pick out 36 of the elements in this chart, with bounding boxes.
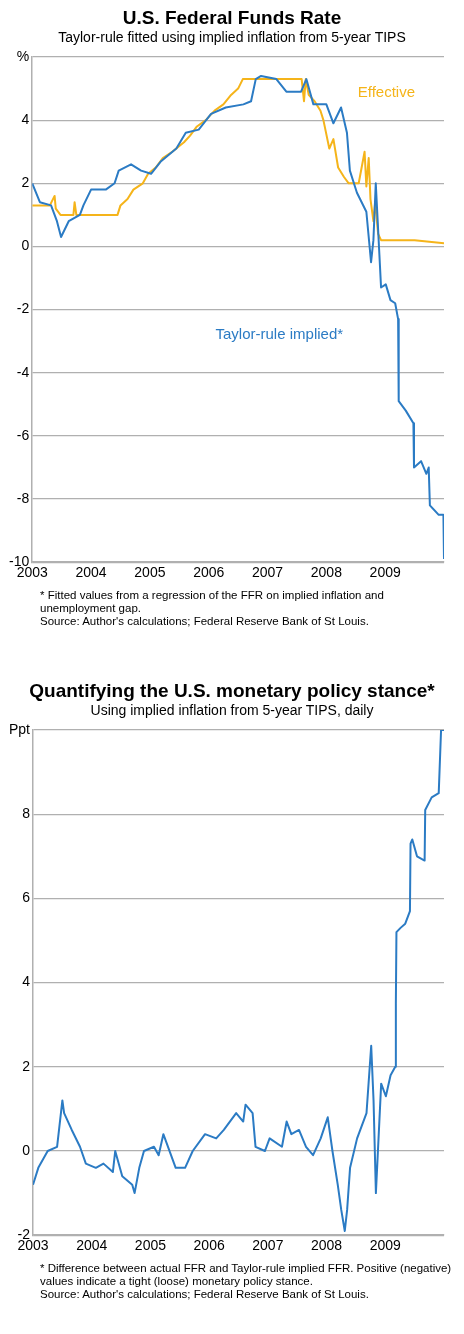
chart-subtitle: Taylor-rule fitted using implied inflation from 5-year TIPS bbox=[57, 29, 407, 45]
chart-title: Quantifying the U.S. monetary policy stance* bbox=[28, 679, 436, 702]
y-tick-label: 8 bbox=[22, 805, 31, 822]
source-note: Source: Author's calculations; Federal Reserve Bank of St Louis. bbox=[40, 1288, 370, 1301]
y-tick-label: 2 bbox=[21, 174, 30, 191]
y-tick-label: -8 bbox=[16, 489, 30, 506]
x-tick-label: 2005 bbox=[134, 564, 166, 581]
x-tick-label: 2007 bbox=[251, 564, 284, 581]
chart-title: U.S. Federal Funds Rate bbox=[121, 6, 343, 29]
y-tick-label: -6 bbox=[16, 426, 30, 443]
x-tick-label: 2004 bbox=[75, 564, 107, 581]
y-tick-label: 2 bbox=[22, 1057, 31, 1074]
text: Effective bbox=[357, 82, 415, 100]
y-tick-label: 6 bbox=[22, 889, 31, 906]
source-note: Source: Author's calculations; Federal Reserve Bank of St Louis. bbox=[40, 615, 370, 628]
x-tick-label: 2006 bbox=[193, 1237, 225, 1254]
chart-subtitle: Using implied inflation from 5-year TIPS, daily bbox=[89, 702, 375, 718]
x-tick-label: 2006 bbox=[193, 564, 225, 581]
text: Taylor-rule implied* bbox=[215, 325, 344, 342]
y-tick-label: % bbox=[16, 47, 30, 64]
x-tick-label: 2005 bbox=[134, 1237, 167, 1254]
y-tick-label: -4 bbox=[16, 363, 30, 380]
text: * Difference between actual FFR and Taylor-rule implied FFR. Positive (negative) values indicate a tight (loose) monetary policy stance. bbox=[40, 1262, 452, 1288]
y-tick-label: 0 bbox=[21, 237, 30, 254]
y-tick-label: Ppt bbox=[9, 720, 31, 737]
x-tick-label: 2008 bbox=[310, 564, 343, 581]
x-tick-label: 2007 bbox=[252, 1237, 284, 1254]
x-tick-label: 2009 bbox=[369, 564, 401, 581]
y-tick-label: 4 bbox=[22, 973, 31, 990]
x-tick-label: 2009 bbox=[369, 1237, 402, 1254]
y-tick-label: -2 bbox=[16, 300, 30, 317]
x-tick-label: 2004 bbox=[76, 1237, 108, 1254]
text: * Fitted values from a regression of the FFR on implied inflation and unemployment gap. bbox=[40, 589, 385, 615]
x-tick-label: 2008 bbox=[311, 1237, 343, 1254]
y-tick-label: 4 bbox=[21, 111, 30, 128]
y-tick-label: 0 bbox=[22, 1141, 31, 1158]
